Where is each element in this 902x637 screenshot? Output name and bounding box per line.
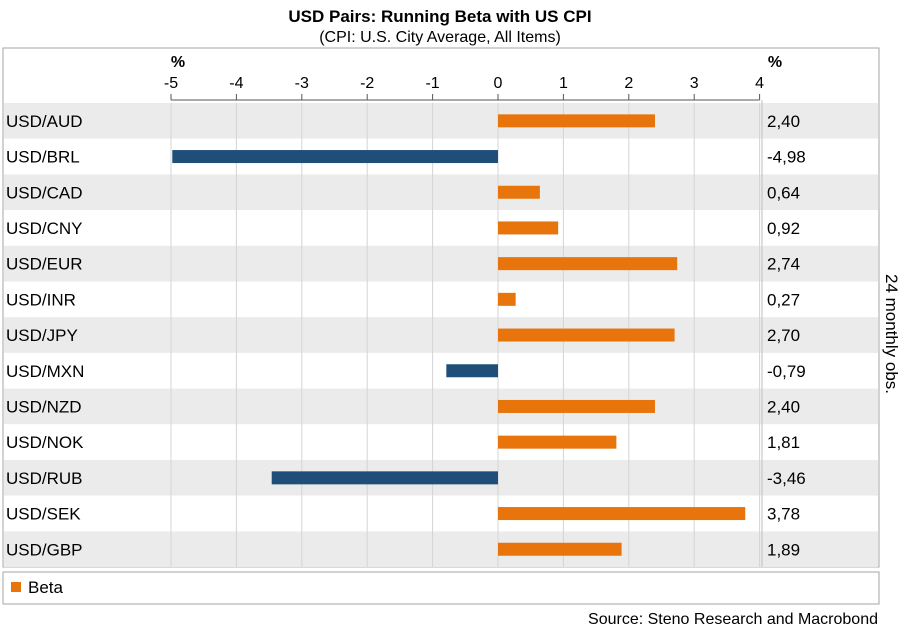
tick-label: -5 bbox=[164, 75, 178, 92]
value-label: -3,46 bbox=[767, 469, 806, 488]
value-label: 1,81 bbox=[767, 433, 800, 452]
bar bbox=[172, 150, 499, 164]
tick-label: 3 bbox=[690, 75, 699, 92]
tick-label: 1 bbox=[559, 75, 568, 92]
category-label: USD/INR bbox=[6, 290, 76, 309]
bars bbox=[172, 114, 746, 556]
row-background bbox=[4, 245, 878, 282]
bar bbox=[498, 507, 746, 521]
category-label: USD/SEK bbox=[6, 505, 81, 524]
category-label: USD/JPY bbox=[6, 326, 78, 345]
row-backgrounds bbox=[4, 103, 878, 568]
bar bbox=[498, 257, 678, 271]
value-labels: 2,40 -4,98 0,64 0,92 2,74 0,27 2,70 -0,79 2,40 1,… bbox=[767, 112, 806, 559]
chart-title: USD Pairs: Running Beta with US CPI bbox=[288, 7, 591, 26]
bar bbox=[271, 471, 498, 485]
value-label: 2,40 bbox=[767, 397, 800, 416]
category-labels: USD/AUD USD/BRL USD/CAD USD/CNY USD/EUR USD/I… bbox=[6, 112, 84, 559]
x-axis-ticks: -5 -4 -3 -2 -1 0 1 2 3 4 bbox=[164, 75, 764, 101]
row-background bbox=[4, 388, 878, 425]
row-background bbox=[4, 281, 878, 318]
category-label: USD/MXN bbox=[6, 362, 84, 381]
category-label: USD/BRL bbox=[6, 148, 80, 167]
category-label: USD/RUB bbox=[6, 469, 83, 488]
value-label: -0,79 bbox=[767, 362, 806, 381]
tick-label: -2 bbox=[360, 75, 374, 92]
value-label: 1,89 bbox=[767, 540, 800, 559]
bar bbox=[498, 292, 516, 306]
tick-label: -4 bbox=[229, 75, 243, 92]
tick-label: 4 bbox=[755, 75, 764, 92]
tick-label: 2 bbox=[624, 75, 633, 92]
bar bbox=[498, 185, 540, 199]
category-label: USD/NOK bbox=[6, 433, 84, 452]
row-background bbox=[4, 495, 878, 532]
bar bbox=[498, 221, 559, 235]
value-label: 0,64 bbox=[767, 183, 800, 202]
value-label: 3,78 bbox=[767, 505, 800, 524]
bar bbox=[498, 114, 655, 128]
bar bbox=[498, 542, 622, 556]
category-label: USD/NZD bbox=[6, 397, 82, 416]
row-background bbox=[4, 424, 878, 460]
category-label: USD/CNY bbox=[6, 219, 83, 238]
category-label: USD/CAD bbox=[6, 183, 83, 202]
tick-label: 0 bbox=[494, 75, 503, 92]
chart-subtitle: (CPI: U.S. City Average, All Items) bbox=[319, 29, 561, 46]
category-label: USD/EUR bbox=[6, 255, 83, 274]
value-label: 2,74 bbox=[767, 255, 800, 274]
bar bbox=[498, 399, 655, 413]
row-background bbox=[4, 210, 878, 246]
bar bbox=[498, 328, 675, 342]
row-background bbox=[4, 103, 878, 139]
legend-label-beta: Beta bbox=[28, 578, 64, 597]
value-label: 2,40 bbox=[767, 112, 800, 131]
legend-frame bbox=[2, 571, 880, 605]
source-note: Source: Steno Research and Macrobond bbox=[588, 611, 878, 628]
category-label: USD/GBP bbox=[6, 540, 83, 559]
value-label: 2,70 bbox=[767, 326, 800, 345]
x-unit-right: % bbox=[768, 54, 782, 71]
side-label: 24 monthly obs. bbox=[882, 274, 901, 394]
category-label: USD/AUD bbox=[6, 112, 83, 131]
value-label: 0,92 bbox=[767, 219, 800, 238]
value-label: -4,98 bbox=[767, 148, 806, 167]
row-background bbox=[4, 352, 878, 389]
legend-swatch-beta bbox=[11, 582, 21, 592]
tick-label: -1 bbox=[425, 75, 439, 92]
x-unit-left: % bbox=[171, 54, 185, 71]
bar bbox=[498, 435, 617, 449]
row-background bbox=[4, 531, 878, 568]
tick-label: -3 bbox=[295, 75, 309, 92]
value-label: 0,27 bbox=[767, 290, 800, 309]
bar bbox=[446, 364, 498, 378]
row-background bbox=[4, 317, 878, 353]
row-background bbox=[4, 174, 878, 211]
